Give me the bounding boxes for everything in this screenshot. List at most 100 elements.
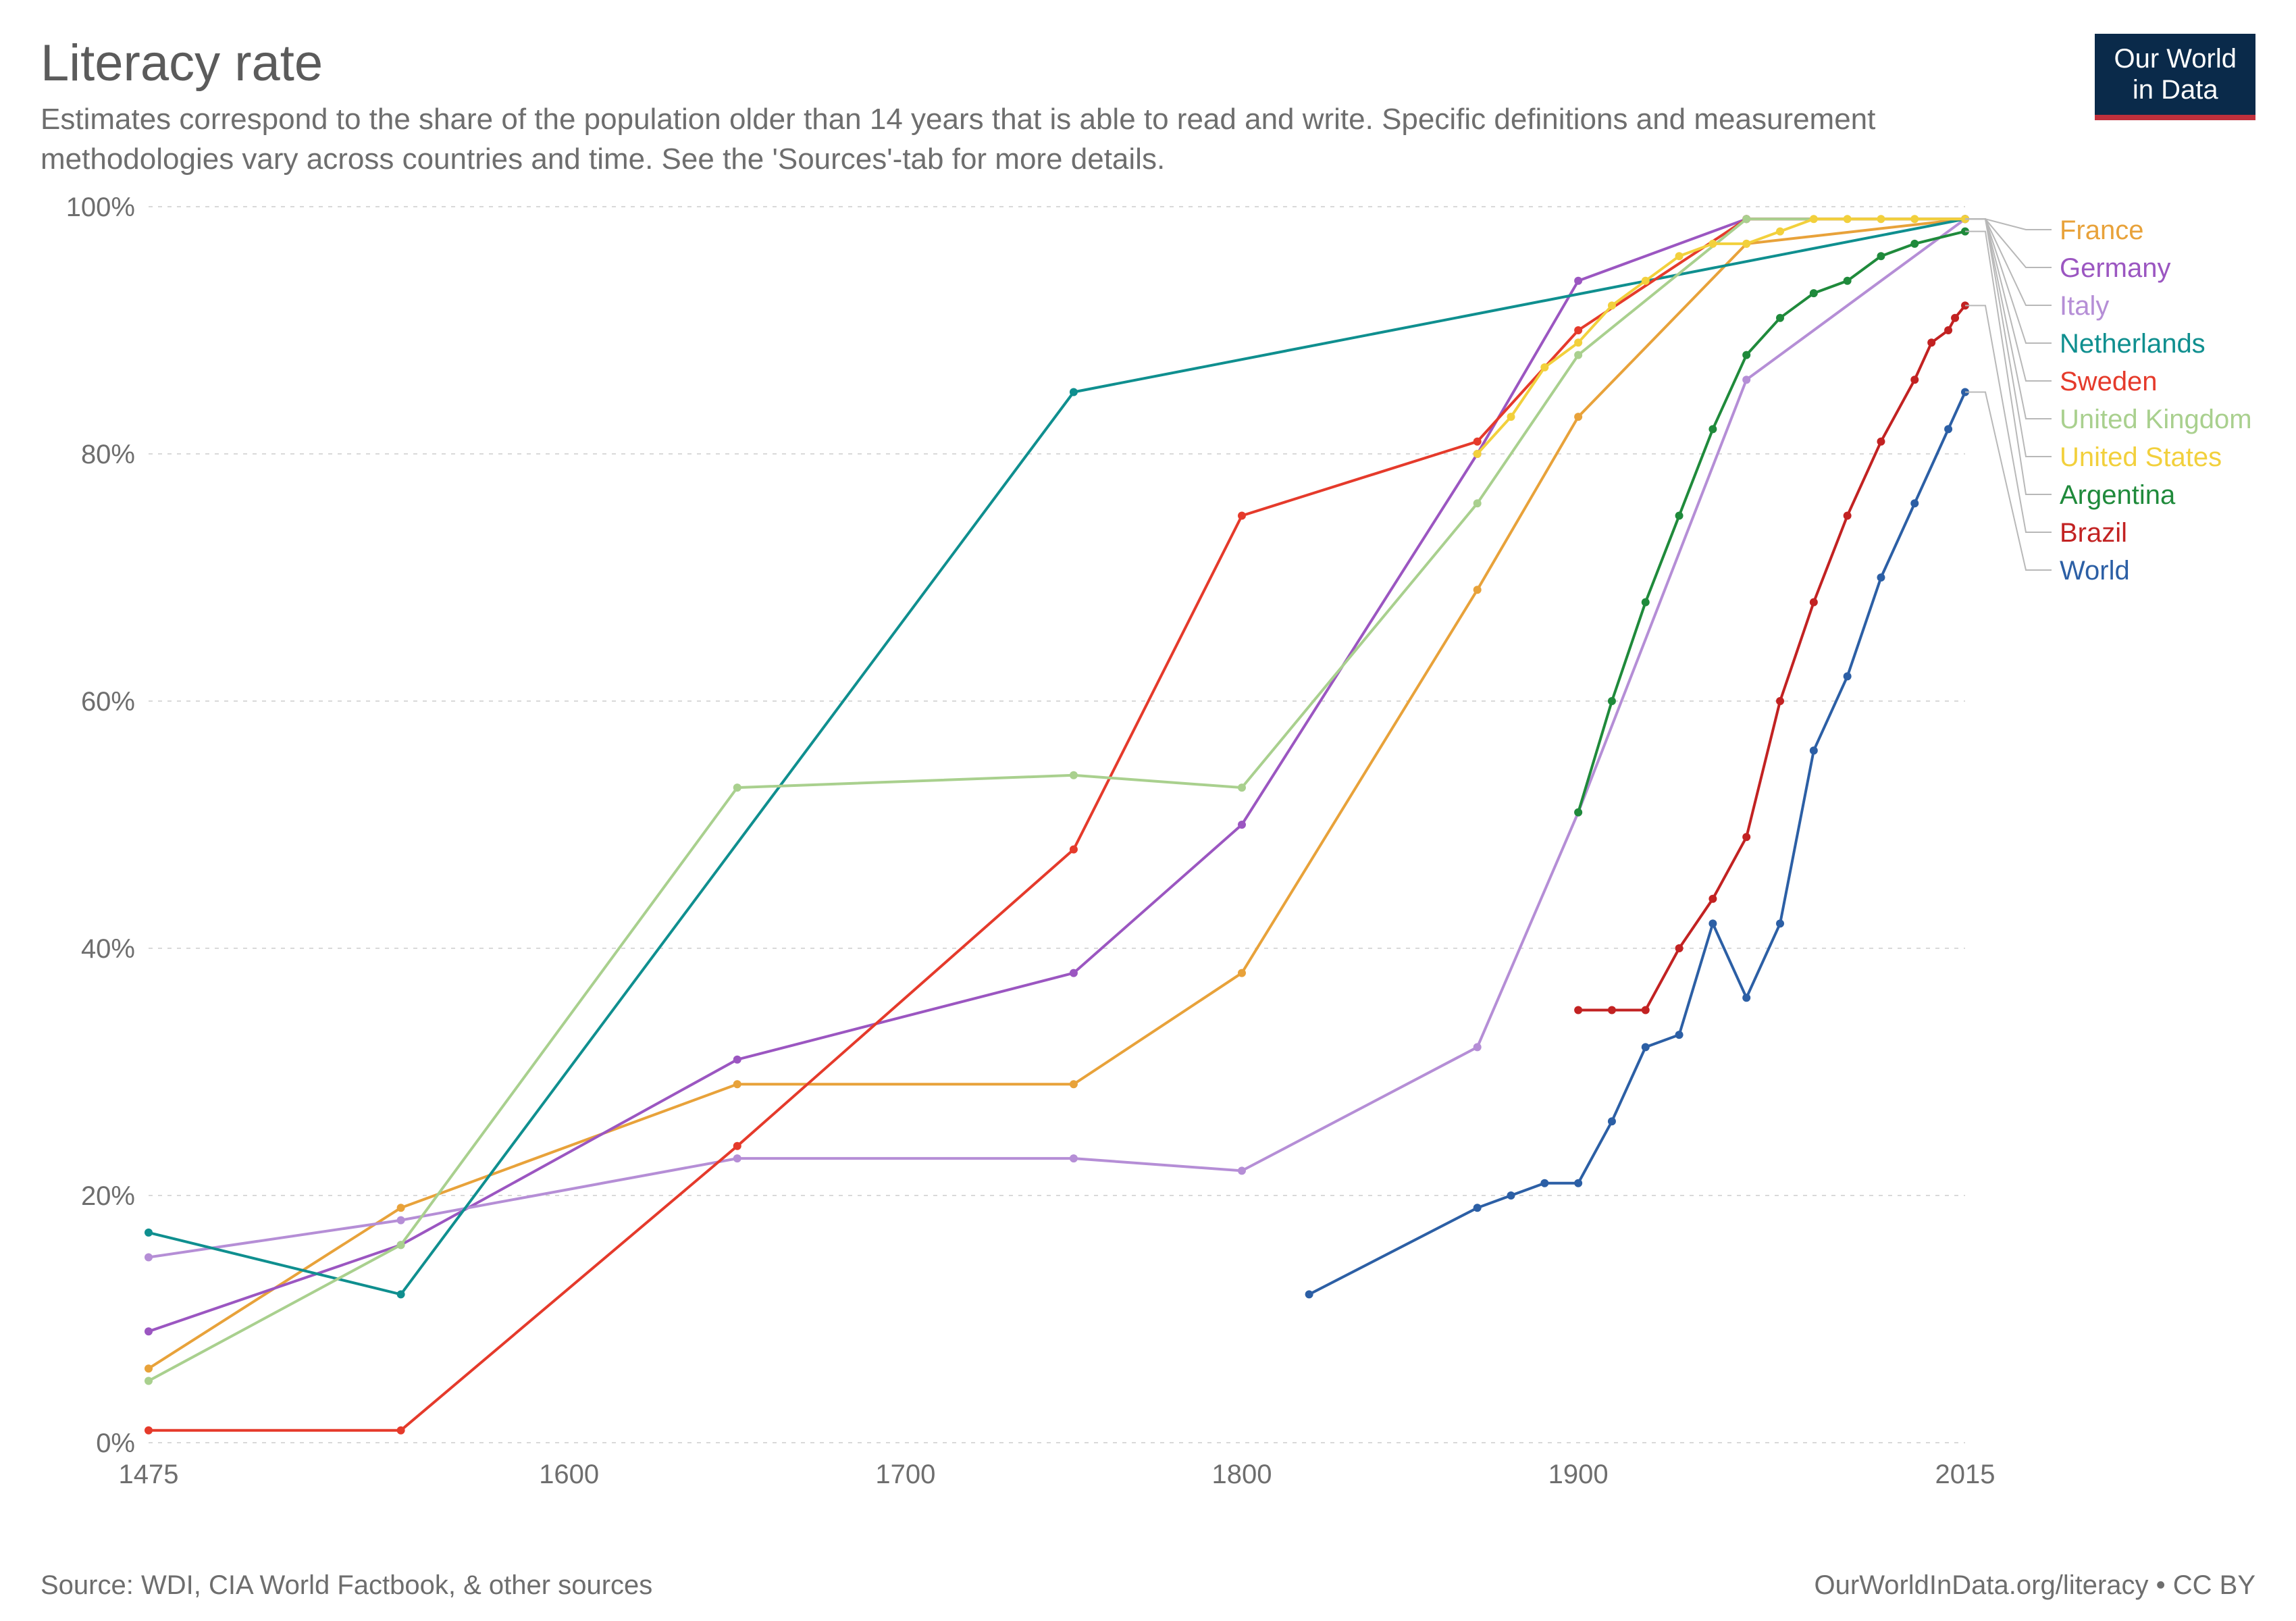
data-marker — [733, 1055, 741, 1063]
data-marker — [1742, 240, 1750, 248]
y-axis-label: 60% — [81, 687, 135, 717]
legend-label: Netherlands — [2060, 329, 2206, 359]
legend-label: Sweden — [2060, 367, 2158, 396]
data-marker — [1844, 511, 1852, 519]
x-axis-label: 2015 — [1935, 1460, 1995, 1489]
data-marker — [1608, 1006, 1616, 1014]
data-marker — [1473, 1043, 1482, 1051]
data-marker — [1473, 586, 1482, 594]
data-marker — [145, 1364, 153, 1372]
data-marker — [397, 1290, 405, 1298]
data-marker — [1473, 450, 1482, 458]
data-marker — [1473, 499, 1482, 507]
data-marker — [1877, 215, 1885, 223]
data-marker — [1473, 437, 1482, 445]
legend-leader — [1965, 231, 2052, 494]
legend-leader — [1965, 219, 2052, 230]
data-marker — [1608, 697, 1616, 705]
data-marker — [1238, 821, 1246, 829]
data-marker — [1574, 413, 1582, 421]
data-marker — [1238, 969, 1246, 977]
chart-title: Literacy rate — [41, 34, 2255, 93]
data-marker — [1708, 240, 1717, 248]
data-marker — [1675, 1031, 1684, 1039]
data-marker — [1608, 301, 1616, 309]
data-marker — [1944, 425, 1952, 433]
y-axis-label: 40% — [81, 934, 135, 964]
data-marker — [1642, 598, 1650, 606]
owid-logo: Our World in Data — [2095, 34, 2255, 120]
x-axis-label: 1600 — [539, 1460, 599, 1489]
legend-leader — [1965, 219, 2052, 457]
data-marker — [1238, 783, 1246, 792]
data-marker — [1070, 1154, 1078, 1162]
data-marker — [1507, 413, 1515, 421]
data-marker — [1910, 499, 1919, 507]
series-line — [1309, 392, 1965, 1294]
data-marker — [1742, 994, 1750, 1002]
data-marker — [1742, 215, 1750, 223]
data-marker — [397, 1241, 405, 1249]
data-marker — [1877, 252, 1885, 260]
data-marker — [1927, 338, 1935, 346]
data-marker — [1070, 969, 1078, 977]
series-line — [149, 219, 1965, 1257]
data-marker — [1574, 808, 1582, 816]
data-marker — [1844, 277, 1852, 285]
data-marker — [1910, 376, 1919, 384]
y-axis-label: 80% — [81, 440, 135, 469]
legend-label: Brazil — [2060, 518, 2127, 548]
series-line — [149, 219, 1965, 1430]
data-marker — [1951, 313, 1959, 321]
data-marker — [1810, 598, 1818, 606]
data-marker — [397, 1216, 405, 1224]
data-marker — [1305, 1290, 1313, 1298]
data-marker — [1540, 1179, 1548, 1187]
data-marker — [1844, 672, 1852, 680]
data-marker — [1776, 697, 1784, 705]
data-marker — [1070, 771, 1078, 779]
data-marker — [1708, 919, 1717, 927]
data-marker — [145, 1229, 153, 1237]
data-marker — [1238, 511, 1246, 519]
line-chart: 0%20%40%60%80%100%1475160017001800190020… — [41, 180, 2255, 1510]
data-marker — [1070, 388, 1078, 396]
data-marker — [145, 1376, 153, 1385]
data-marker — [145, 1327, 153, 1335]
chart-subtitle: Estimates correspond to the share of the… — [41, 99, 1931, 180]
x-axis-label: 1800 — [1211, 1460, 1272, 1489]
legend-label: United Kingdom — [2060, 405, 2252, 434]
series-line — [1578, 305, 1965, 1010]
legend-leader — [1965, 219, 2052, 343]
data-marker — [1642, 1006, 1650, 1014]
data-marker — [1070, 1080, 1078, 1088]
data-marker — [1574, 351, 1582, 359]
data-marker — [733, 1154, 741, 1162]
data-marker — [1574, 1179, 1582, 1187]
data-marker — [397, 1204, 405, 1212]
logo-line-1: Our World — [2114, 43, 2237, 74]
data-marker — [1574, 277, 1582, 285]
data-marker — [1742, 351, 1750, 359]
data-marker — [1776, 313, 1784, 321]
x-axis-label: 1900 — [1548, 1460, 1609, 1489]
data-marker — [145, 1253, 153, 1261]
data-marker — [1473, 1204, 1482, 1212]
x-axis-label: 1475 — [119, 1460, 179, 1489]
legend-leader — [1965, 219, 2052, 419]
series-line — [149, 219, 1965, 1294]
data-marker — [1675, 944, 1684, 952]
logo-line-2: in Data — [2114, 74, 2237, 105]
data-marker — [1810, 746, 1818, 754]
data-marker — [733, 1080, 741, 1088]
legend-leader — [1965, 219, 2052, 267]
data-marker — [1910, 215, 1919, 223]
data-marker — [1070, 845, 1078, 853]
data-marker — [1574, 338, 1582, 346]
data-marker — [1642, 277, 1650, 285]
data-marker — [1776, 227, 1784, 235]
data-marker — [1708, 425, 1717, 433]
data-marker — [1675, 252, 1684, 260]
data-marker — [1574, 1006, 1582, 1014]
x-axis-label: 1700 — [875, 1460, 935, 1489]
